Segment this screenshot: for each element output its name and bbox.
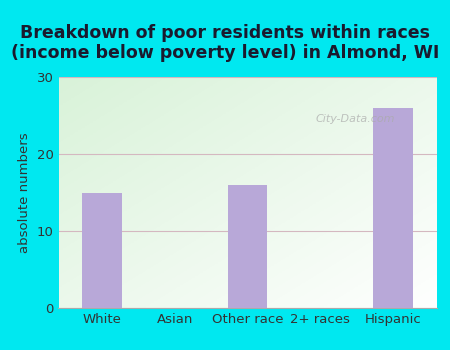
Text: City-Data.com: City-Data.com	[315, 114, 395, 124]
Text: (income below poverty level) in Almond, WI: (income below poverty level) in Almond, …	[11, 44, 439, 62]
Bar	[373, 108, 413, 308]
Bar	[228, 185, 267, 308]
Y-axis label: absolute numbers: absolute numbers	[18, 132, 31, 253]
Bar	[82, 193, 122, 308]
Text: Breakdown of poor residents within races: Breakdown of poor residents within races	[20, 25, 430, 42]
